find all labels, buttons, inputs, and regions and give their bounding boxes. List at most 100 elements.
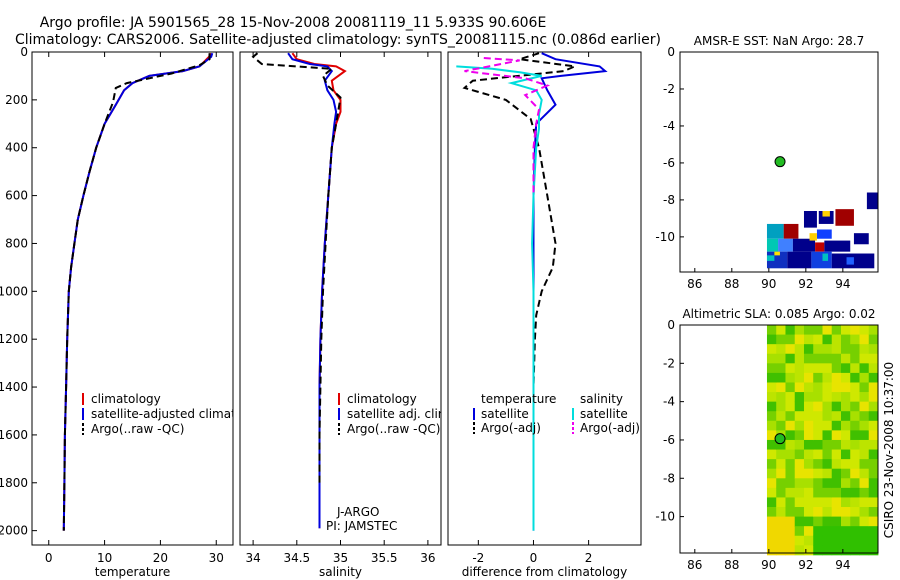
heatmap-cell [778, 238, 793, 252]
heatmap-cell [813, 401, 823, 412]
x-tick-label: 0 [45, 551, 53, 565]
heatmap-cell [813, 344, 823, 355]
heatmap-cell [850, 526, 860, 537]
y-tick-label: 1000 [0, 284, 28, 298]
heatmap-cell [766, 372, 777, 383]
heatmap-cell [794, 392, 805, 403]
plot-frame [447, 51, 642, 546]
heatmap-cell [859, 507, 870, 517]
heatmap-cell [822, 210, 830, 217]
heatmap-cell [846, 257, 854, 265]
heatmap-cell [859, 468, 870, 479]
heatmap-cell [794, 535, 805, 546]
heatmap-cell [831, 468, 842, 479]
heatmap-cell [803, 372, 814, 383]
heatmap-cell [868, 411, 879, 422]
heatmap-cell [785, 507, 796, 517]
heatmap-cell [840, 459, 851, 470]
heatmap-cell [776, 334, 786, 345]
heatmap-cell [766, 497, 777, 508]
heatmap-cell [803, 507, 814, 517]
heatmap-cell [868, 344, 879, 355]
y-tick-label: 800 [5, 236, 28, 250]
heatmap-cell [850, 382, 860, 393]
x-tick-label: 88 [724, 558, 739, 572]
y-tick-label: 0 [667, 45, 675, 59]
heatmap-cell [822, 459, 833, 470]
heatmap-cell [850, 411, 860, 422]
heatmap-cell [822, 372, 833, 383]
heatmap-cell [803, 545, 814, 556]
heatmap-cell [776, 526, 786, 537]
heatmap-cell [776, 344, 786, 355]
heatmap-cell [785, 334, 796, 345]
legend-entry: satellite adj. clim. [347, 407, 453, 421]
heatmap-cell [822, 363, 833, 374]
heatmap-cell [822, 420, 833, 431]
map-border [679, 51, 879, 273]
heatmap-cell [766, 392, 777, 403]
heatmap-cell [840, 487, 851, 498]
x-tick-label: -2 [472, 551, 484, 565]
heatmap-cell [840, 401, 851, 412]
heatmap-cell [776, 449, 786, 460]
legend-header: temperature [481, 392, 556, 406]
heatmap-cell [785, 449, 796, 460]
heatmap-cell [816, 229, 832, 239]
heatmap-cell [831, 411, 842, 422]
heatmap-cell [831, 545, 842, 556]
heatmap-cell [776, 420, 786, 431]
map-title: AMSR-E SST: NaN Argo: 28.7 [694, 34, 864, 48]
heatmap-cell [766, 478, 777, 489]
heatmap-cell [776, 325, 786, 335]
heatmap-cell [840, 497, 851, 508]
heatmap-cell [803, 468, 814, 479]
heatmap-cell [803, 526, 814, 537]
heatmap-cell [850, 487, 860, 498]
heatmap-cell [859, 487, 870, 498]
heatmap-cell [794, 363, 805, 374]
heatmap-cell [813, 363, 823, 374]
heatmap-cell [859, 497, 870, 508]
heatmap-cell [840, 353, 851, 364]
series-line-temperature-argo [462, 52, 579, 483]
heatmap-cell [774, 251, 780, 256]
heatmap-cell [859, 411, 870, 422]
heatmap-cell [794, 459, 805, 470]
y-tick-label: 0 [20, 45, 28, 59]
heatmap-cell [868, 401, 879, 412]
heatmap-cell [822, 497, 833, 508]
y-tick-label: -8 [663, 193, 675, 207]
heatmap-cell [785, 325, 796, 335]
heatmap-cell [859, 478, 870, 489]
heatmap-cell [766, 353, 777, 364]
heatmap-cell [831, 344, 842, 355]
heatmap-cell [868, 497, 879, 508]
heatmap-cell [831, 459, 842, 470]
heatmap-cell [809, 233, 817, 241]
heatmap-cell [859, 363, 870, 374]
heatmap-cell [803, 392, 814, 403]
heatmap-cell [831, 516, 842, 527]
heatmap-cell [803, 353, 814, 364]
y-tick-label: -2 [663, 356, 675, 370]
x-axis-label: salinity [319, 565, 362, 579]
heatmap-cell [766, 401, 777, 412]
heatmap-cell [868, 420, 879, 431]
y-tick-label: -6 [663, 433, 675, 447]
x-tick-label: 34.5 [283, 551, 310, 565]
heatmap-cell [803, 459, 814, 470]
heatmap-cell [850, 478, 860, 489]
heatmap-cell [859, 459, 870, 470]
heatmap-cell [840, 478, 851, 489]
heatmap-cell [831, 449, 842, 460]
heatmap-cell [785, 372, 796, 383]
heatmap-cell [850, 363, 860, 374]
heatmap-cell [831, 334, 842, 345]
heatmap-cell [803, 210, 817, 228]
map-title: Altimetric SLA: 0.085 Argo: 0.02 [682, 307, 875, 321]
heatmap-cell [813, 439, 823, 450]
heatmap-cell [813, 353, 823, 364]
heatmap-cell [840, 420, 851, 431]
